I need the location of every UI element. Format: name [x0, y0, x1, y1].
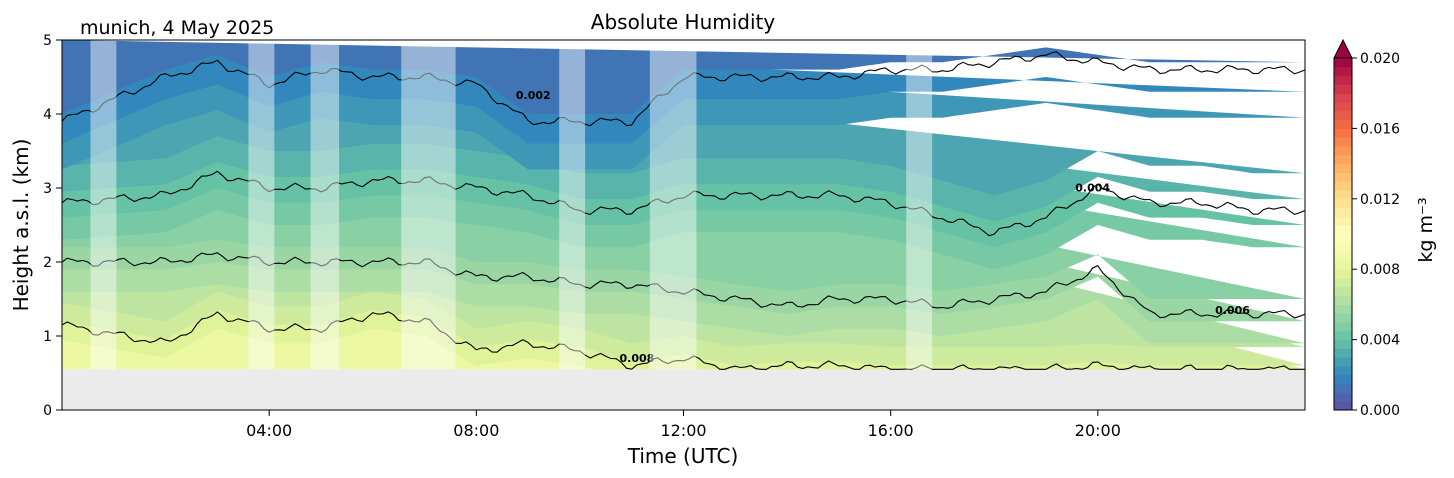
colorbar-label: kg m⁻³ [1415, 197, 1437, 262]
data-gap-overlay [310, 40, 340, 370]
colorbar-segment [1334, 269, 1352, 279]
colorbar-segment [1334, 190, 1352, 200]
colorbar-segment [1334, 58, 1352, 68]
colorbar-segment [1334, 251, 1352, 261]
colorbar-segment [1334, 75, 1352, 85]
colorbar-segment [1334, 137, 1352, 147]
colorbar-segment [1334, 84, 1352, 94]
y-tick-label: 0 [43, 403, 52, 419]
colorbar-segment [1334, 225, 1352, 235]
colorbar-segment [1334, 198, 1352, 209]
no-data-region [62, 369, 1305, 410]
colorbar-tick-label: 0.020 [1360, 51, 1400, 67]
y-tick-label: 5 [43, 33, 52, 49]
y-tick-label: 3 [43, 181, 52, 197]
colorbar-segment [1334, 304, 1352, 314]
colorbar-segment [1334, 181, 1352, 191]
colorbar-segment [1334, 260, 1352, 270]
colorbar-segment [1334, 128, 1352, 138]
colorbar: 0.000 0.004 0.008 0.012 0.016 0.020 [1333, 38, 1400, 419]
y-axis: 0 1 2 3 4 5 [43, 33, 62, 419]
colorbar-segment [1334, 154, 1352, 165]
colorbar-segment [1334, 146, 1352, 156]
x-axis: 04:00 08:00 12:00 16:00 20:00 [246, 410, 1121, 440]
colorbar-segment [1334, 313, 1352, 323]
y-tick-label: 4 [43, 107, 52, 123]
colorbar-segment [1334, 374, 1352, 385]
colorbar-segment [1334, 383, 1352, 393]
chart-title: Absolute Humidity [591, 10, 776, 34]
colorbar-segment [1334, 242, 1352, 253]
x-tick-label: 08:00 [453, 421, 499, 440]
colorbar-segment [1334, 216, 1352, 226]
colorbar-tick-label: 0.016 [1360, 121, 1400, 137]
data-gap-overlay [90, 40, 117, 370]
colorbar-segment [1334, 322, 1352, 332]
data-gap-overlay [401, 40, 456, 370]
contour-label: 0.002 [516, 89, 551, 102]
plot-area: 0.002 0.004 0.006 0.008 [62, 40, 1305, 410]
colorbar-tick-label: 0.000 [1360, 403, 1400, 419]
colorbar-segment [1334, 234, 1352, 244]
data-gap-overlay [906, 40, 933, 370]
colorbar-segment [1334, 330, 1352, 341]
contour-line [62, 252, 1305, 319]
y-tick-label: 1 [43, 329, 52, 345]
colorbar-segment [1334, 207, 1352, 217]
colorbar-tick-label: 0.008 [1360, 262, 1400, 278]
colorbar-segment [1334, 163, 1352, 173]
data-gap-overlay [559, 40, 586, 370]
colorbar-segment [1334, 278, 1352, 288]
data-gap-overlay [649, 40, 697, 370]
colorbar-segment [1334, 102, 1352, 112]
contour-line [62, 51, 1305, 127]
x-tick-label: 20:00 [1075, 421, 1121, 440]
contour-label: 0.004 [1075, 182, 1110, 195]
x-tick-label: 12:00 [660, 421, 706, 440]
x-axis-label: Time (UTC) [627, 444, 739, 468]
location-date: munich, 4 May 2025 [80, 17, 274, 39]
colorbar-segment [1334, 93, 1352, 103]
colorbar-segment [1334, 339, 1352, 349]
colorbar-tick-label: 0.004 [1360, 333, 1400, 349]
colorbar-extend-arrow [1333, 38, 1353, 59]
data-gap-overlay [248, 40, 275, 370]
colorbar-segment [1334, 392, 1352, 402]
colorbar-segment [1334, 110, 1352, 121]
colorbar-segment [1334, 172, 1352, 182]
contour-label: 0.008 [619, 352, 654, 365]
colorbar-segment [1334, 348, 1352, 358]
colorbar-segment [1334, 119, 1352, 129]
contour-line [62, 170, 1305, 237]
colorbar-segment [1334, 286, 1352, 297]
colorbar-segment [1334, 366, 1352, 376]
humidity-band [62, 40, 1305, 114]
colorbar-tick-label: 0.012 [1360, 192, 1400, 208]
x-tick-label: 16:00 [868, 421, 914, 440]
colorbar-segment [1334, 66, 1352, 77]
colorbar-segment [1334, 401, 1352, 411]
colorbar-frame [1333, 57, 1353, 411]
y-tick-label: 2 [43, 255, 52, 271]
contour-label: 0.006 [1215, 304, 1250, 317]
colorbar-segment [1334, 357, 1352, 367]
colorbar-segment [1334, 295, 1352, 305]
y-axis-label: Height a.s.l. (km) [9, 139, 33, 312]
x-tick-label: 04:00 [246, 421, 292, 440]
contour-line [62, 311, 1305, 370]
